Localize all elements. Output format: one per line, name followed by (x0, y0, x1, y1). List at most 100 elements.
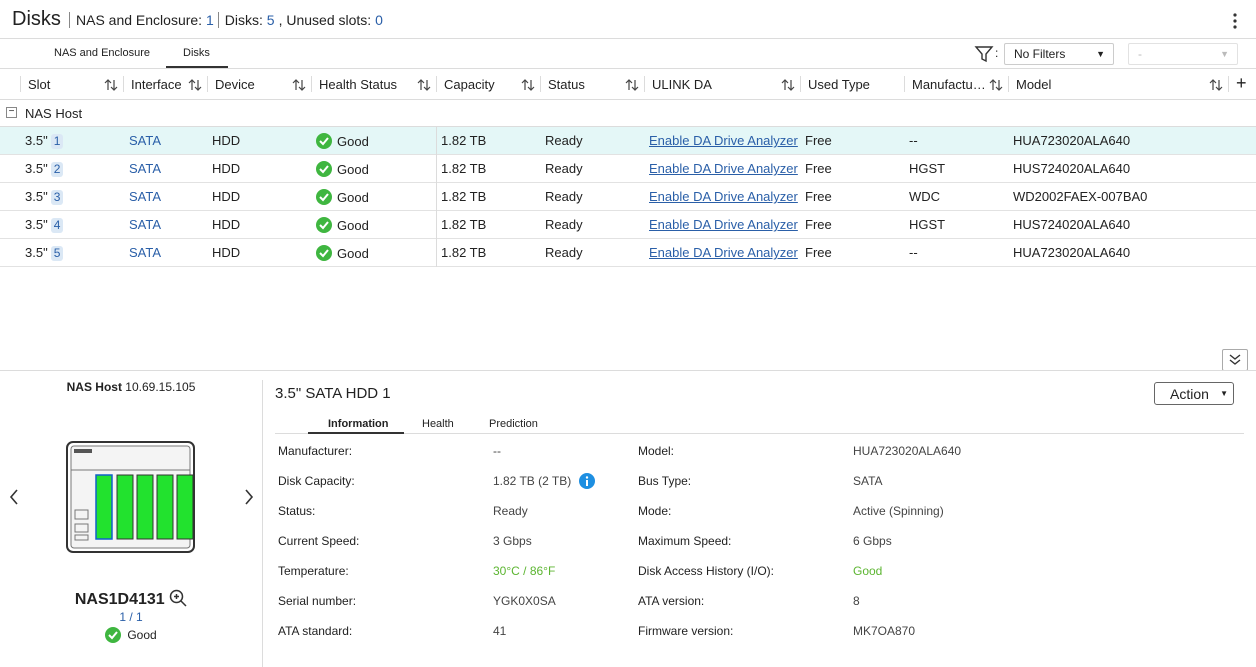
sort-icon[interactable] (625, 78, 639, 92)
info-icon[interactable] (579, 473, 595, 489)
column-divider (800, 76, 801, 92)
device: HDD (212, 189, 241, 204)
collapse-detail[interactable] (1222, 349, 1248, 371)
cell: 3.5" 1 (25, 133, 64, 149)
cell: 3.5" 3 (25, 189, 64, 205)
secondary-filter-value: - (1138, 47, 1142, 61)
sort-icon[interactable] (104, 78, 118, 92)
model: WD2002FAEX-007BA0 (1013, 189, 1148, 204)
column-title[interactable]: ULINK DA (652, 77, 712, 92)
used-type: Free (805, 217, 832, 232)
column-divider (311, 76, 312, 92)
action-button[interactable]: Action ▼ (1154, 382, 1234, 405)
disk-row[interactable]: 3.5" 4 SATA HDD Good 1.82 TB Ready Enable DA Dr… (0, 211, 1256, 239)
slot-number: 2 (50, 162, 64, 177)
ulink-da-link[interactable]: Enable DA Drive Analyzer (649, 161, 798, 176)
filter-icon[interactable] (974, 45, 994, 63)
sort-icon[interactable] (781, 78, 795, 92)
column-title[interactable]: Capacity (444, 77, 495, 92)
host-label: NAS Host (66, 380, 122, 394)
column-title[interactable]: Manufactu… (912, 77, 986, 92)
ulink-da-link[interactable]: Enable DA Drive Analyzer (649, 245, 798, 260)
disk-row[interactable]: 3.5" 5 SATA HDD Good 1.82 TB Ready Enable DA Dr… (0, 239, 1256, 267)
summary-value: 5 (266, 12, 275, 28)
secondary-filter[interactable]: - ▼ (1128, 43, 1238, 65)
prev-device[interactable] (8, 488, 20, 506)
filter-dropdown[interactable]: No Filters ▼ (1004, 43, 1114, 65)
field-label: Disk Capacity: (278, 474, 355, 488)
manufacturer: -- (909, 133, 918, 148)
tab[interactable]: NAS and Enclosure (54, 47, 150, 59)
column-title[interactable]: Used Type (808, 77, 870, 92)
device: HDD (212, 217, 241, 232)
disk-row[interactable]: 3.5" 3 SATA HDD Good 1.82 TB Ready Enable DA Dr… (0, 183, 1256, 211)
sort-icon[interactable] (989, 78, 1003, 92)
slot-number: 4 (50, 218, 64, 233)
sort-icon[interactable] (292, 78, 306, 92)
disk-row[interactable]: 3.5" 1 SATA HDD Good 1.82 TB Ready Enable DA Dr… (0, 127, 1256, 155)
column-title[interactable]: Device (215, 77, 255, 92)
column-divider (436, 76, 437, 92)
slot-size: 3.5" (25, 133, 48, 148)
cell: 3.5" 2 (25, 161, 64, 177)
column-divider (904, 76, 905, 92)
status: Ready (545, 161, 583, 176)
column-title[interactable]: Health Status (319, 77, 398, 92)
sort-icon[interactable] (188, 78, 202, 92)
detail-tab[interactable]: Health (422, 418, 454, 430)
column-divider (1228, 76, 1229, 92)
used-type: Free (805, 245, 832, 260)
next-device[interactable] (243, 488, 255, 506)
detail-tab[interactable]: Prediction (489, 418, 538, 430)
field-value: 30°C / 86°F (493, 564, 556, 578)
ulink-da-link[interactable]: Enable DA Drive Analyzer (649, 217, 798, 232)
detail-tab[interactable]: Information (328, 418, 389, 430)
ulink-da-link[interactable]: Enable DA Drive Analyzer (649, 189, 798, 204)
slot-number: 3 (50, 190, 64, 205)
zoom-icon[interactable] (169, 589, 187, 607)
host-ip: 10.69.15.105 (125, 380, 196, 394)
capacity-divider (436, 183, 437, 211)
used-type: Free (805, 189, 832, 204)
sort-icon[interactable] (417, 78, 431, 92)
capacity: 1.82 TB (441, 133, 487, 148)
field-value: MK7OA870 (853, 624, 916, 638)
field-value: Ready (493, 504, 528, 518)
sort-icon[interactable] (521, 78, 535, 92)
column-divider (644, 76, 645, 92)
summary-value: 0 (375, 12, 383, 28)
cell: 3.5" 4 (25, 217, 64, 233)
cell: Good (316, 245, 369, 261)
column-title[interactable]: Model (1016, 77, 1052, 92)
tab[interactable]: Disks (183, 47, 210, 59)
health-icon (316, 189, 332, 205)
status: Ready (545, 133, 583, 148)
status: Ready (545, 189, 583, 204)
interface: SATA (129, 189, 162, 204)
column-title[interactable]: Interface (131, 77, 182, 92)
field-label: ATA standard: (278, 624, 353, 638)
add-column[interactable]: + (1236, 73, 1247, 93)
device-status: Good (0, 627, 262, 643)
ulink-da-link[interactable]: Enable DA Drive Analyzer (649, 133, 798, 148)
used-type: Free (805, 161, 832, 176)
summary-item: Disks: 5 (217, 12, 275, 28)
slot-size: 3.5" (25, 245, 48, 260)
detail-title: 3.5" SATA HDD 1 (275, 385, 391, 402)
disk-row[interactable]: 3.5" 2 SATA HDD Good 1.82 TB Ready Enable DA Dr… (0, 155, 1256, 183)
manufacturer: HGST (909, 217, 946, 232)
column-title[interactable]: Status (548, 77, 585, 92)
summary-label: Disks: (224, 12, 263, 28)
sort-icon[interactable] (1209, 78, 1223, 92)
field-value: 1.82 TB (2 TB) (493, 474, 572, 488)
field-value: Good (853, 564, 883, 578)
more-menu[interactable] (1230, 12, 1240, 30)
summary-value: 1 (205, 12, 214, 28)
slot-size: 3.5" (25, 189, 48, 204)
status: Ready (545, 245, 583, 260)
page-title: Disks (12, 8, 61, 30)
device: HDD (212, 133, 241, 148)
capacity: 1.82 TB (441, 161, 487, 176)
column-title[interactable]: Slot (28, 77, 51, 92)
collapse-group[interactable]: − (6, 107, 17, 118)
